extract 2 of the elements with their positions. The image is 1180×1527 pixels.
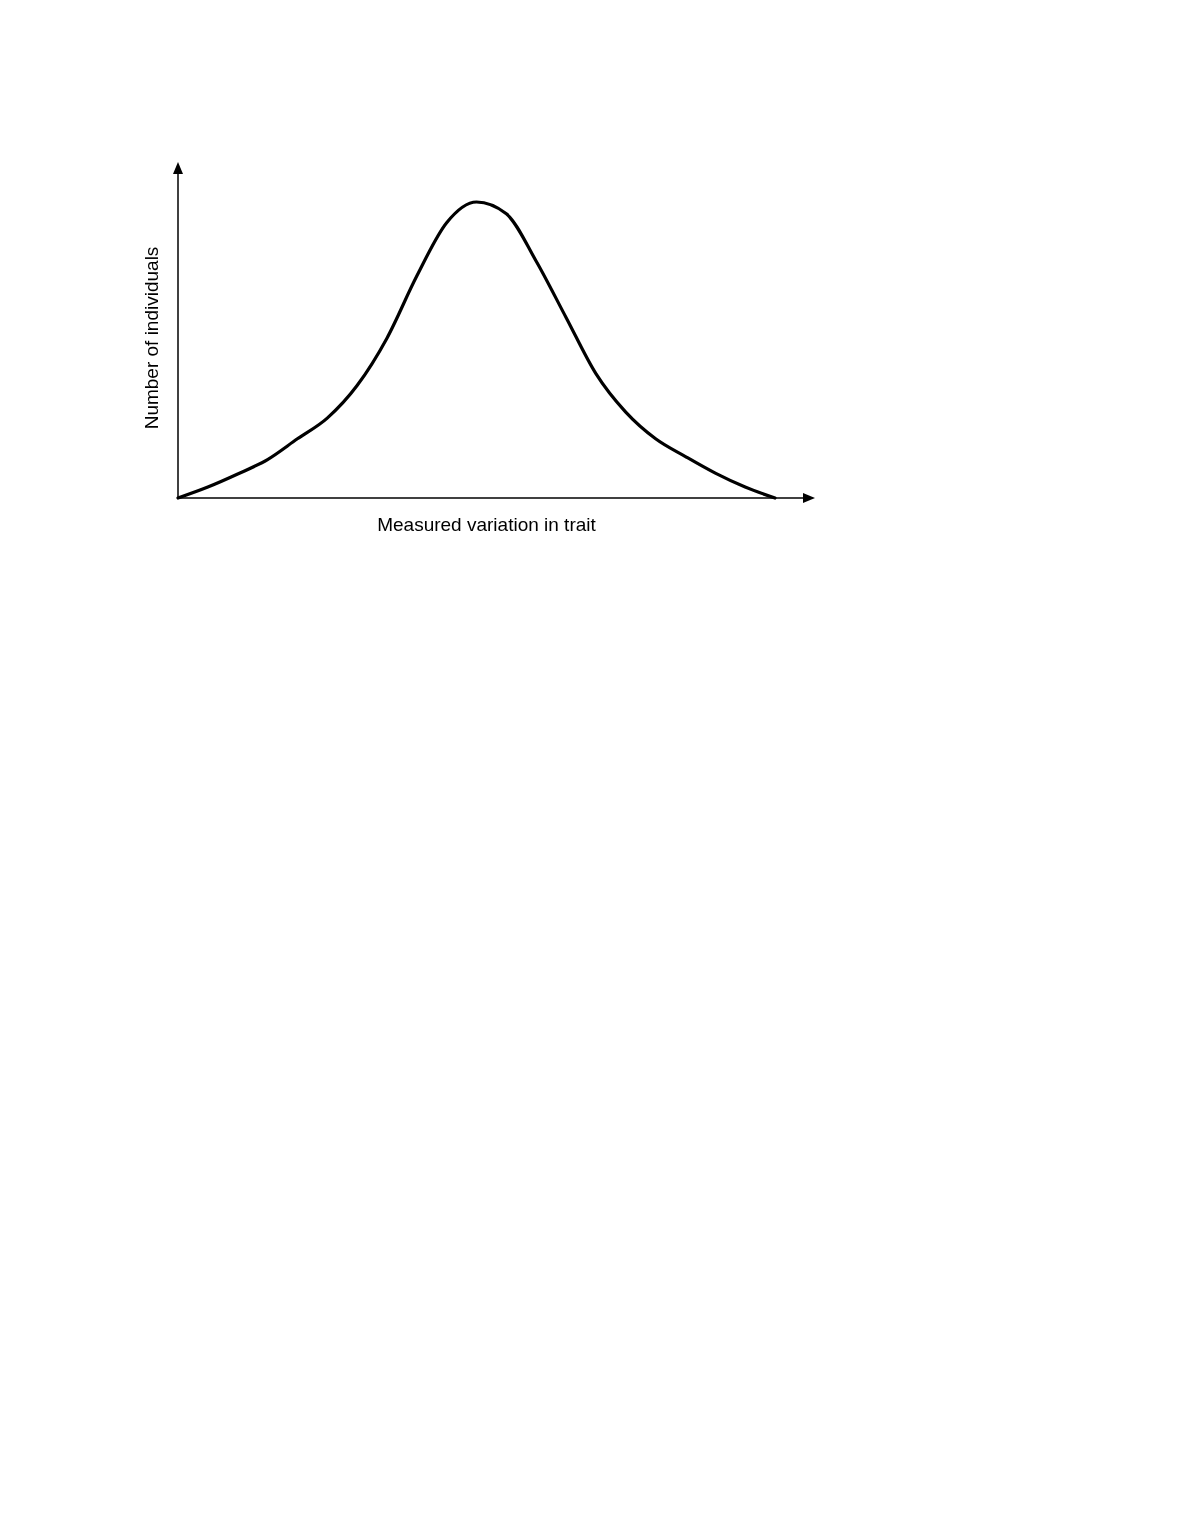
x-axis-title: Measured variation in trait (377, 514, 597, 535)
y-axis-title: Number of individuals (141, 246, 162, 430)
